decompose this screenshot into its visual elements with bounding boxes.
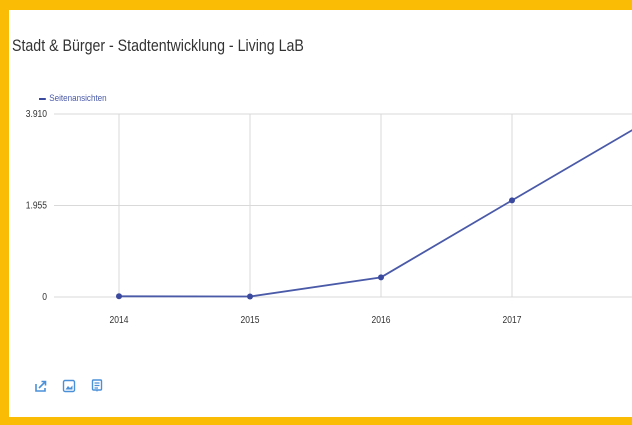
y-tick-label: 3.910 <box>26 108 47 119</box>
legend-label: Seitenansichten <box>49 93 107 104</box>
chart-panel: Stadt & Bürger - Stadtentwicklung - Livi… <box>9 10 632 417</box>
y-tick-label: 0 <box>42 291 47 302</box>
x-tick-label: 2014 <box>110 314 129 325</box>
image-export-button[interactable] <box>61 378 77 394</box>
legend-swatch <box>39 97 46 100</box>
x-tick-label: 2017 <box>503 314 522 325</box>
data-point[interactable] <box>116 293 122 300</box>
share-button[interactable] <box>33 378 49 394</box>
x-tick-label: 2016 <box>372 314 391 325</box>
data-point[interactable] <box>509 197 515 204</box>
line-chart: 0 1.955 3.910 2014 2015 2016 2017 <box>26 108 632 325</box>
data-point[interactable] <box>378 274 384 281</box>
series-line-seitenansichten <box>118 129 632 298</box>
data-table-button[interactable] <box>89 378 105 394</box>
legend-item-seitenansichten[interactable]: Seitenansichten <box>39 93 107 104</box>
chart-toolbar <box>33 378 105 394</box>
data-table-icon <box>91 379 103 392</box>
share-icon <box>35 380 47 392</box>
y-tick-label: 1.955 <box>26 200 47 211</box>
x-tick-label: 2015 <box>241 314 260 325</box>
image-export-icon <box>62 379 76 393</box>
chart-title: Stadt & Bürger - Stadtentwicklung - Livi… <box>12 37 304 55</box>
data-point[interactable] <box>247 293 253 300</box>
